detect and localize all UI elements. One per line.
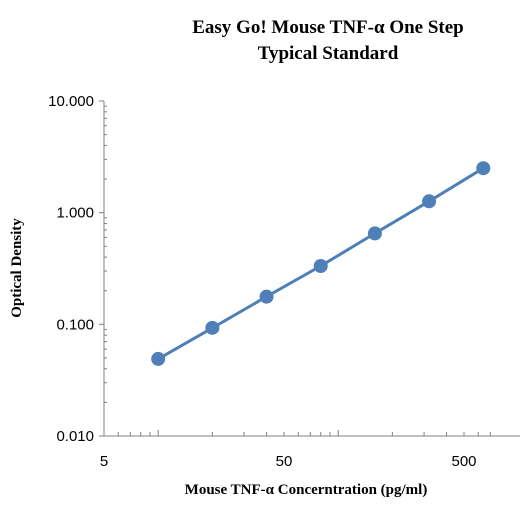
data-point <box>422 194 437 209</box>
y-tick-label: 1.000 <box>56 205 94 222</box>
y-tick-label: 10.000 <box>48 93 94 110</box>
data-point <box>151 351 166 366</box>
data-point <box>367 226 382 241</box>
y-axis-ticks: 10.000 1.000 0.100 0.010 <box>48 93 104 445</box>
x-tick-label: 50 <box>276 453 293 470</box>
x-tick-label: 500 <box>451 453 476 470</box>
data-point <box>259 289 274 304</box>
y-axis-label: Optical Density <box>9 218 25 318</box>
x-axis-ticks: 5 50 500 <box>100 453 477 470</box>
data-point <box>313 258 328 273</box>
chart-title-line-1: Easy Go! Mouse TNF-α One Step <box>192 17 464 38</box>
chart-title-line-2: Typical Standard <box>258 43 399 64</box>
y-tick-label: 0.010 <box>56 428 94 445</box>
x-axis-minor-ticks <box>117 430 491 436</box>
data-point <box>205 320 220 335</box>
x-tick-label: 5 <box>100 453 108 470</box>
x-axis-label: Mouse TNF-α Concerntration (pg/ml) <box>185 482 428 498</box>
y-axis-minor-ticks <box>104 105 107 403</box>
data-point <box>476 161 491 176</box>
y-tick-label: 0.100 <box>56 316 94 333</box>
data-series <box>151 161 491 366</box>
